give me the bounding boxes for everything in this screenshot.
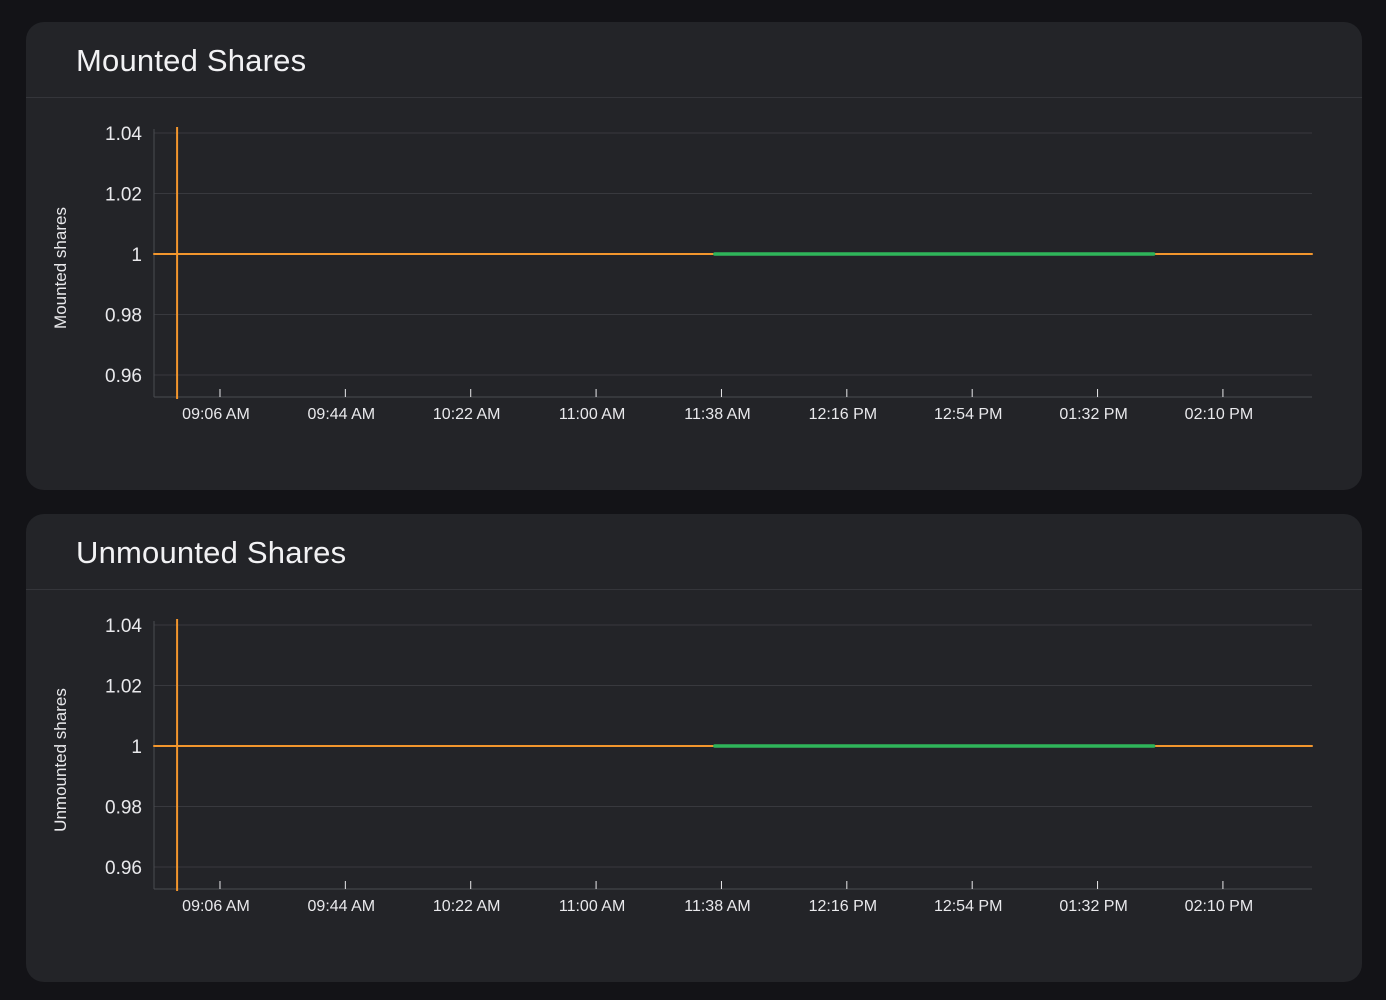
- y-tick-label: 1.04: [105, 124, 142, 145]
- x-tick-label: 11:00 AM: [559, 406, 625, 423]
- mounted-shares-header: Mounted Shares: [26, 22, 1362, 98]
- chart-title: Unmounted Shares: [76, 534, 347, 570]
- x-tick-label: 11:00 AM: [559, 898, 625, 915]
- y-tick-label: 1: [131, 737, 142, 758]
- mounted-shares-chart: 1.04 1.02 1 0.98 0.96 09:06 AM 09:44 AM 10:22 A…: [51, 124, 1313, 423]
- unmounted-shares-chart: 1.04 1.02 1 0.98 0.96 09:06 AM 09:44 AM 10:22 A…: [51, 616, 1313, 915]
- y-tick-label: 1.02: [105, 185, 142, 206]
- y-axis-title: Mounted shares: [51, 207, 70, 329]
- x-tick-label: 01:32 PM: [1059, 406, 1127, 423]
- x-tick-label: 09:06 AM: [182, 406, 250, 423]
- x-tick-label: 12:54 PM: [934, 898, 1002, 915]
- x-tick-label: 12:54 PM: [934, 406, 1002, 423]
- x-tick-label: 02:10 PM: [1185, 406, 1253, 423]
- x-tick-label: 01:32 PM: [1059, 898, 1127, 915]
- y-tick-label: 1.04: [105, 616, 142, 637]
- x-tick-label: 09:44 AM: [308, 406, 376, 423]
- x-tick-label: 09:44 AM: [308, 898, 376, 915]
- mounted-shares-card: Mounted Shares 1.04 1.02 1 0.98 0.96 09:06 AM…: [26, 22, 1362, 490]
- x-tick-label: 12:16 PM: [809, 406, 877, 423]
- x-tick-label: 10:22 AM: [433, 406, 501, 423]
- y-tick-label: 0.96: [105, 858, 142, 879]
- x-tick-label: 11:38 AM: [684, 406, 750, 423]
- x-tick-label: 10:22 AM: [433, 898, 501, 915]
- unmounted-shares-header: Unmounted Shares: [26, 514, 1362, 590]
- x-tick-label: 09:06 AM: [182, 898, 250, 915]
- y-axis-title: Unmounted shares: [51, 688, 70, 832]
- x-tick-label: 11:38 AM: [684, 898, 750, 915]
- y-tick-label: 1.02: [105, 677, 142, 698]
- chart-title: Mounted Shares: [76, 42, 307, 78]
- y-tick-label: 0.98: [105, 306, 142, 327]
- unmounted-shares-card: Unmounted Shares 1.04 1.02 1 0.98 0.96 09:06 …: [26, 514, 1362, 982]
- y-tick-label: 0.98: [105, 798, 142, 819]
- x-tick-label: 02:10 PM: [1185, 898, 1253, 915]
- x-tick-label: 12:16 PM: [809, 898, 877, 915]
- y-tick-label: 0.96: [105, 366, 142, 387]
- y-tick-label: 1: [131, 245, 142, 266]
